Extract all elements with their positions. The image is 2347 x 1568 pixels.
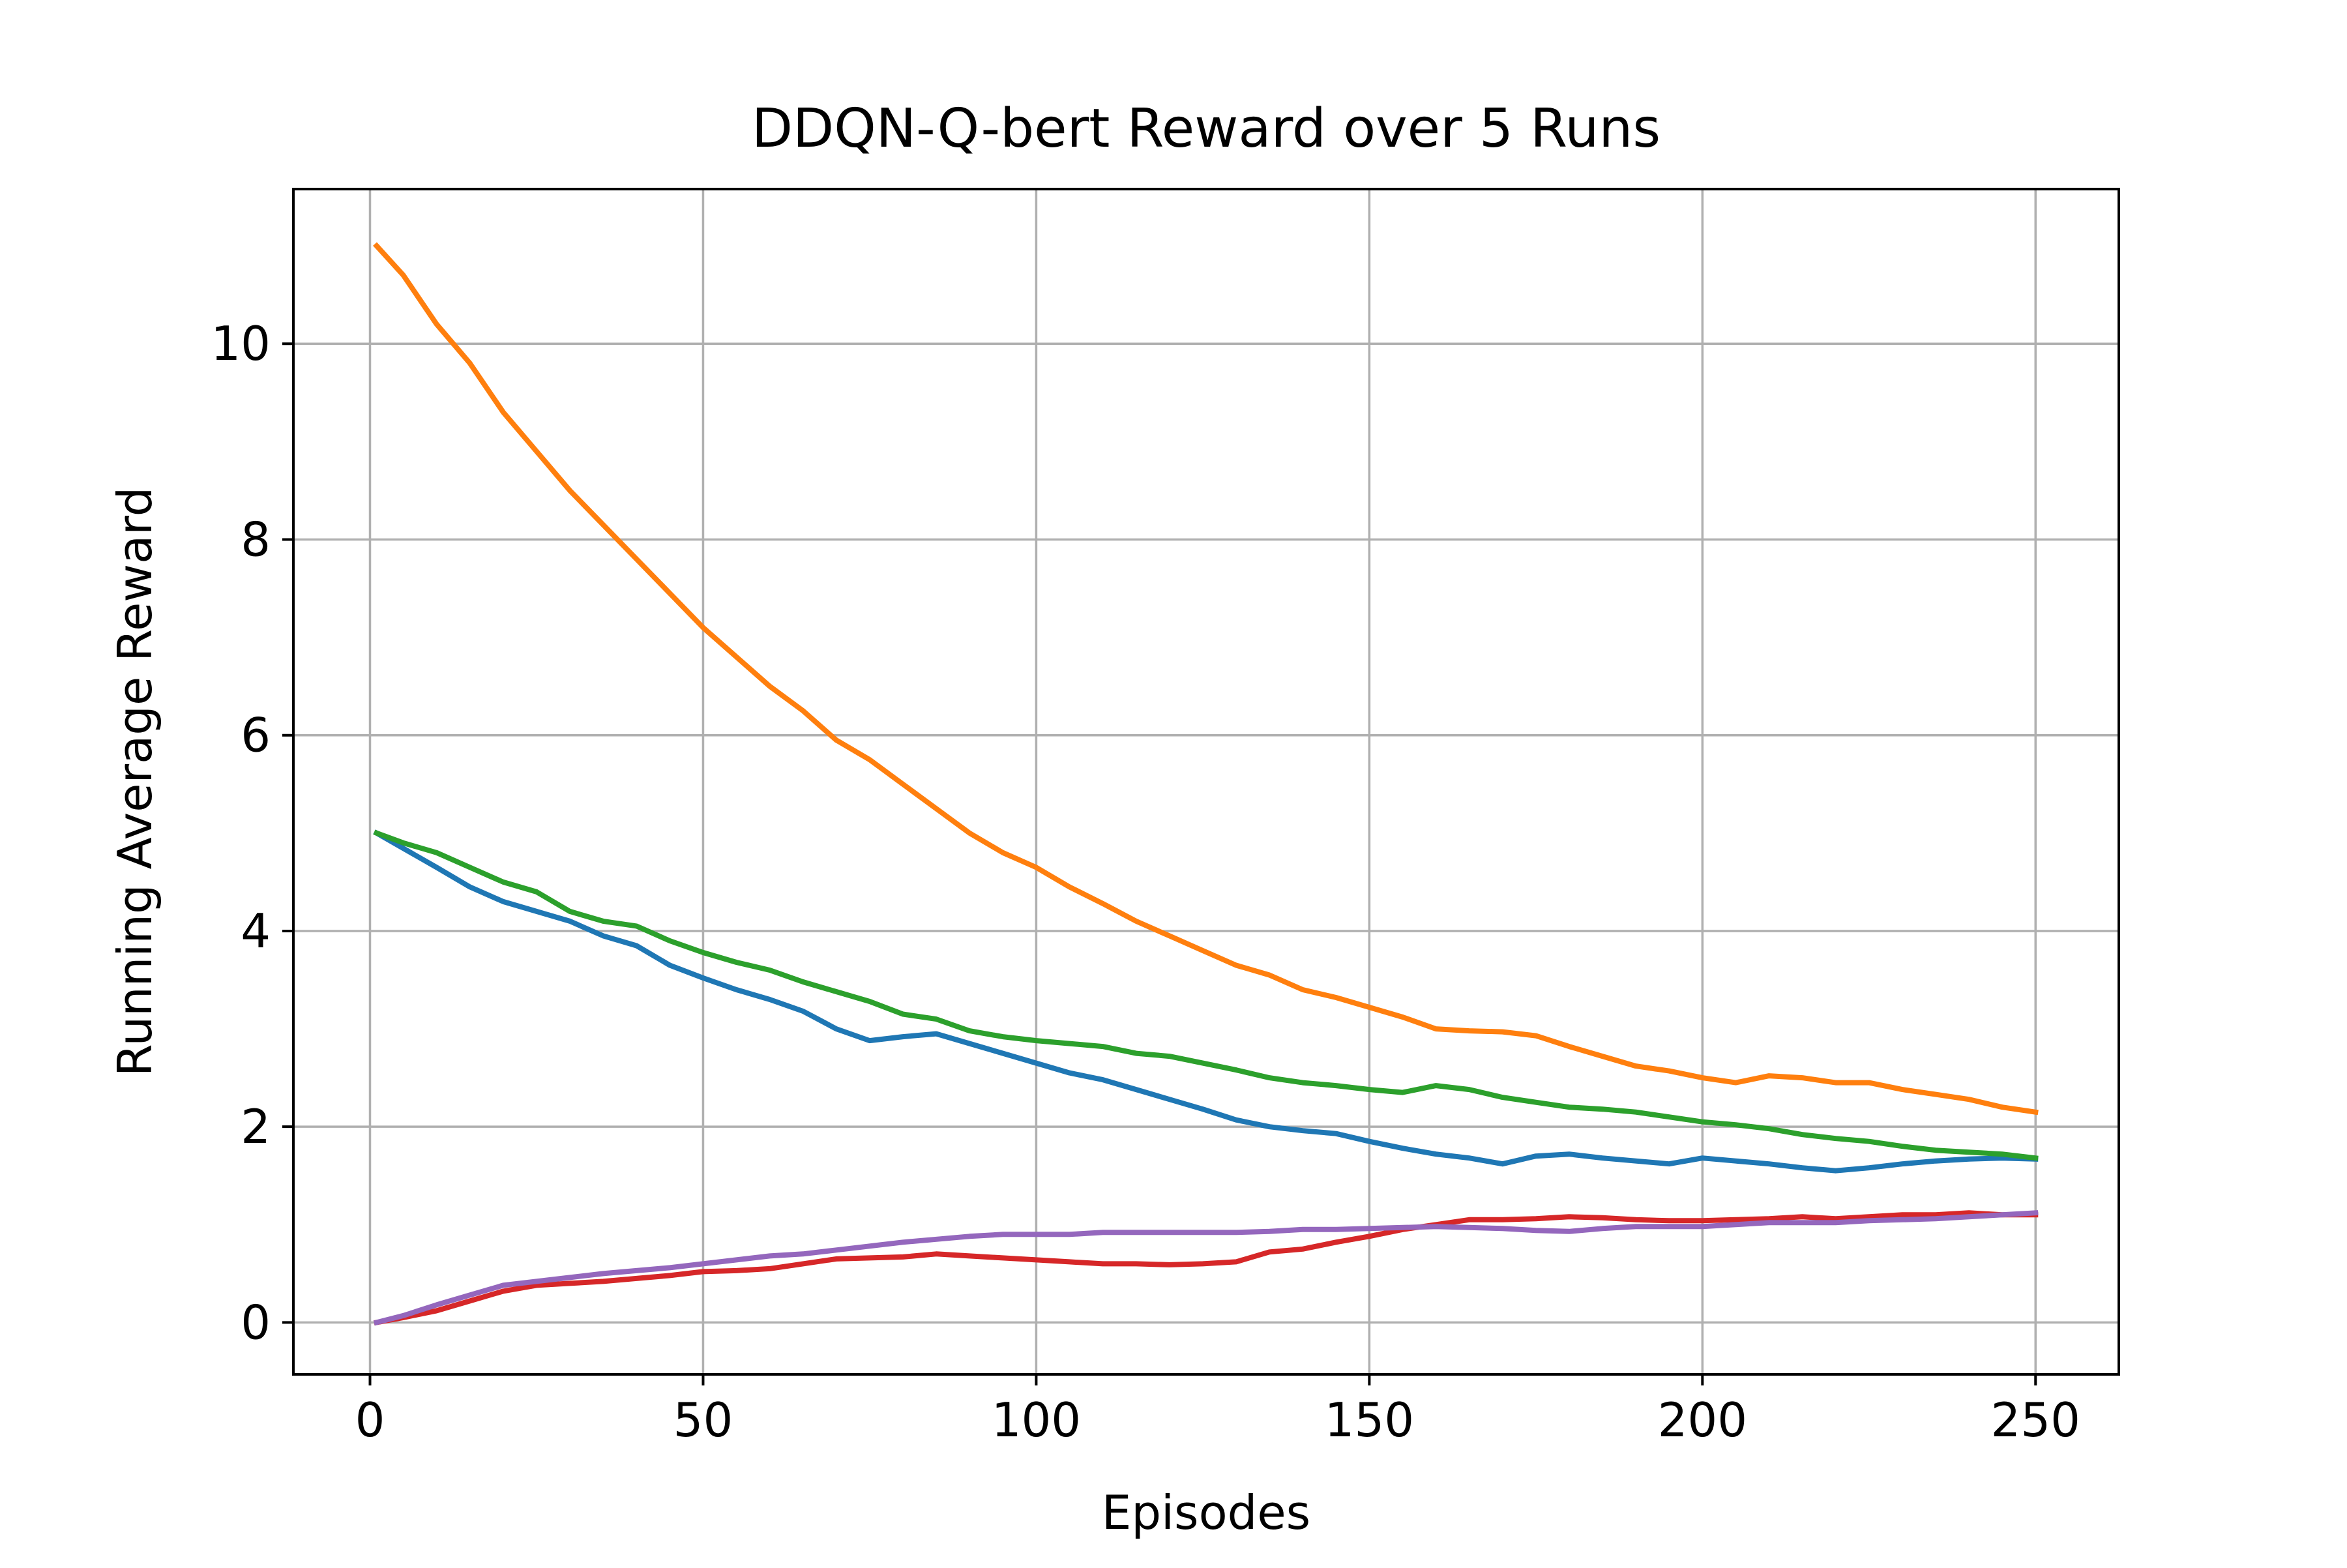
y-axis-label: Running Average Reward	[108, 487, 162, 1077]
y-tick-label: 0	[241, 1295, 271, 1350]
x-tick-label: 150	[1325, 1393, 1414, 1447]
chart-title: DDQN-Q-bert Reward over 5 Runs	[752, 98, 1661, 160]
grid	[293, 189, 2119, 1374]
y-tick-label: 8	[241, 512, 271, 567]
x-tick-label: 0	[355, 1393, 385, 1447]
x-tick-label: 100	[992, 1393, 1081, 1447]
y-tick-label: 4	[241, 904, 271, 958]
series-line-4	[374, 1210, 2039, 1326]
series-line-1	[373, 829, 2039, 1174]
x-axis-label: Episodes	[1102, 1485, 1310, 1540]
x-tick-label: 200	[1658, 1393, 1747, 1447]
y-tick-label: 2	[241, 1099, 271, 1154]
y-tick-label: 6	[241, 708, 271, 763]
plot-frame	[292, 188, 2120, 1376]
y-tick-label: 10	[211, 316, 271, 371]
x-tick-label: 250	[1991, 1393, 2080, 1447]
x-tick-label: 50	[673, 1393, 733, 1447]
series-line-2	[373, 242, 2039, 1116]
ticks: 0 50 100 150 200 250 0 2 4 6 8 10	[211, 316, 2080, 1447]
series-layer	[373, 242, 2039, 1326]
series-line-5	[373, 1210, 2039, 1326]
series-line-3	[373, 829, 2039, 1161]
